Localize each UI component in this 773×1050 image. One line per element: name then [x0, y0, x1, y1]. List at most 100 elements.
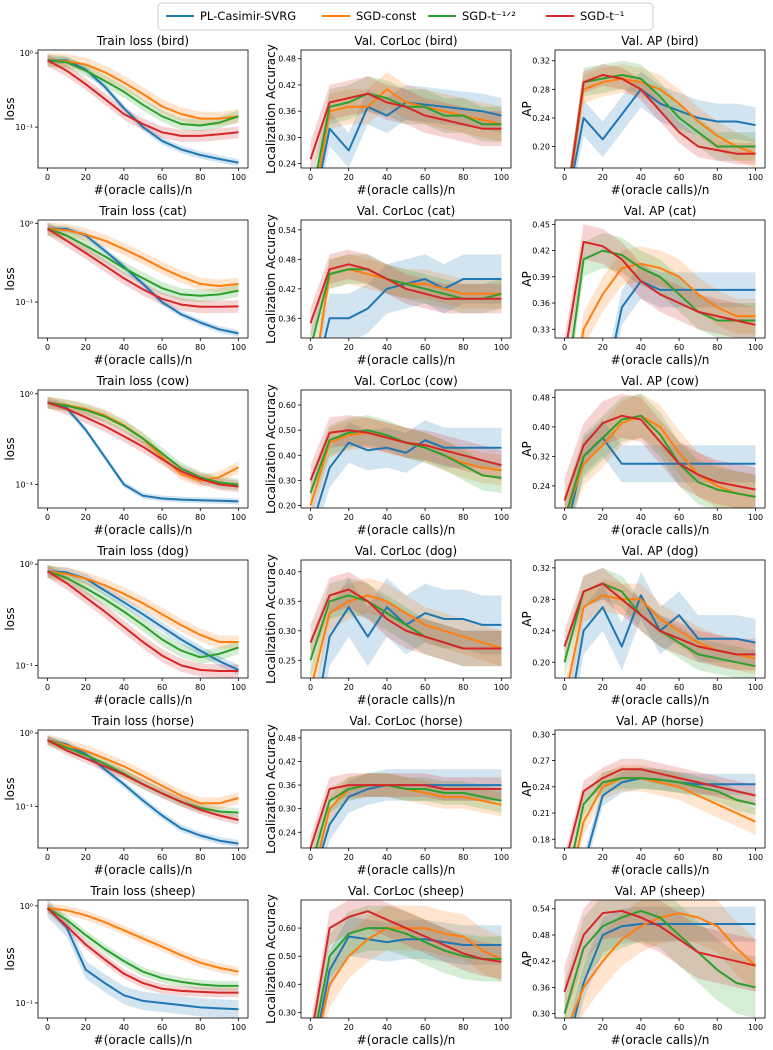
y-tick-label: 0.20 — [278, 501, 296, 510]
x-tick-label: 40 — [636, 683, 646, 692]
x-tick-label: 0 — [562, 173, 567, 182]
x-tick-label: 100 — [494, 1023, 509, 1032]
subplot-6: 0 20 40 60 80 100 10⁻¹ 10⁰ Train loss (cow) #(ora… — [3, 374, 249, 537]
series-line-sgd-t-1-2 — [46, 907, 239, 987]
band-sgd-t-1 — [47, 396, 239, 493]
y-axis-label: Localization Accuracy — [264, 724, 278, 854]
x-tick-label: 80 — [195, 853, 205, 862]
x-tick-label: 80 — [712, 343, 722, 352]
x-axis-label: #(oracle calls)/n — [611, 1033, 710, 1047]
y-tick-label: 0.30 — [278, 1008, 296, 1017]
x-tick-label: 80 — [458, 1023, 468, 1032]
x-tick-label: 0 — [45, 173, 50, 182]
axes-frame — [554, 389, 766, 509]
plot-area — [46, 564, 239, 678]
subplot-title: Train loss (bird) — [96, 34, 189, 48]
plot-area — [46, 222, 239, 337]
x-axis-label: #(oracle calls)/n — [357, 353, 456, 367]
plot-area — [46, 900, 239, 1018]
y-tick-label: 0.24 — [532, 114, 550, 123]
band-sgd-t-1 — [570, 64, 756, 168]
x-tick-label: 100 — [748, 173, 763, 182]
x-axis-label: #(oracle calls)/n — [94, 693, 193, 707]
axes-frame — [37, 559, 249, 679]
band-pl-casimir-svrg — [47, 56, 239, 167]
x-tick-label: 60 — [420, 1023, 430, 1032]
x-tick-label: 20 — [344, 853, 354, 862]
subplot-1: 0 20 40 60 80 100 0.24 0.30 0.36 0.42 0.48 Val. Cor… — [264, 34, 512, 197]
series-line-sgd-const — [47, 227, 239, 287]
y-tick-label: 0.39 — [532, 273, 550, 282]
series-line-sgd-t-1 — [46, 907, 239, 994]
x-tick-label: 0 — [562, 683, 567, 692]
x-tick-label: 20 — [81, 173, 91, 182]
subplot-title: Train loss (dog) — [96, 544, 189, 558]
x-tick-label: 60 — [420, 683, 430, 692]
series-line-sgd-const — [47, 570, 239, 643]
y-axis-label: AP — [520, 101, 534, 116]
x-tick-label: 0 — [45, 1023, 50, 1032]
x-tick-label: 20 — [598, 1023, 608, 1032]
series-line-sgd-t-1-2 — [570, 74, 756, 168]
band-sgd-t-1-2 — [313, 76, 502, 168]
subplot-title: Train loss (horse) — [91, 714, 194, 728]
band-sgd-const — [47, 53, 239, 126]
x-axis-label: #(oracle calls)/n — [611, 353, 710, 367]
axes-frame — [300, 389, 512, 509]
y-tick-label: 0.60 — [278, 924, 296, 933]
series-line-pl-casimir-svrg — [46, 907, 239, 1011]
axes-frame — [37, 49, 249, 169]
band-sgd-t-1 — [47, 903, 239, 998]
y-tick-label: 10⁰ — [20, 390, 33, 399]
series-line-sgd-t-1 — [563, 909, 756, 993]
x-tick-label: 20 — [598, 513, 608, 522]
subplot-title: Val. CorLoc (cow) — [354, 374, 458, 388]
y-tick-label: 0.42 — [278, 285, 296, 294]
y-axis-label: loss — [3, 97, 17, 120]
x-axis-label: #(oracle calls)/n — [611, 863, 710, 877]
band-sgd-const — [310, 417, 502, 508]
band-sgd-t-1-2 — [310, 577, 502, 678]
band-sgd-t-1-2 — [571, 767, 756, 848]
x-tick-label: 60 — [674, 853, 684, 862]
x-tick-label: 20 — [598, 683, 608, 692]
subplot-title: Val. AP (bird) — [621, 34, 699, 48]
subplot-3: 0 20 40 60 80 100 10⁻¹ 10⁰ Train loss (cat) #(ora… — [3, 204, 249, 367]
x-tick-label: 100 — [748, 1023, 763, 1032]
band-sgd-t-1 — [47, 564, 239, 678]
y-tick-label: 0.28 — [532, 85, 550, 94]
band-pl-casimir-svrg — [585, 767, 756, 848]
y-tick-label: 0.45 — [532, 220, 550, 229]
x-tick-label: 60 — [157, 683, 167, 692]
x-tick-label: 40 — [119, 343, 129, 352]
band-sgd-t-1-2 — [313, 905, 502, 1018]
band-sgd-t-1-2 — [310, 254, 502, 338]
x-tick-label: 60 — [674, 683, 684, 692]
series-line-sgd-t-1 — [563, 414, 756, 501]
band-sgd-t-1-2 — [570, 233, 756, 338]
plot-area — [309, 769, 502, 848]
y-axis-label: loss — [3, 947, 17, 970]
y-tick-label: 10⁰ — [20, 560, 33, 569]
axes-frame — [300, 559, 512, 679]
subplot-8: 0 20 40 60 80 100 0.24 0.32 0.40 0.48 Val. AP (cow… — [520, 374, 766, 537]
series-line-pl-casimir-svrg — [47, 59, 239, 164]
series-line-pl-casimir-svrg — [316, 439, 502, 508]
series-line-sgd-t-1-2 — [563, 909, 756, 1014]
series-line-sgd-const — [567, 414, 756, 508]
x-tick-label: 40 — [119, 683, 129, 692]
band-pl-casimir-svrg — [318, 85, 502, 168]
axes-frame — [554, 49, 766, 169]
y-tick-label: 0.48 — [532, 393, 550, 402]
subplot-title: Val. CorLoc (dog) — [355, 544, 457, 558]
x-tick-label: 80 — [712, 683, 722, 692]
x-tick-label: 100 — [231, 683, 246, 692]
plot-area — [563, 393, 756, 508]
x-tick-label: 40 — [636, 173, 646, 182]
y-tick-label: 0.36 — [278, 781, 296, 790]
x-tick-label: 0 — [45, 513, 50, 522]
series-line-pl-casimir-svrg — [573, 923, 756, 1018]
x-tick-label: 100 — [494, 173, 509, 182]
series-line-sgd-t-1 — [309, 588, 502, 650]
x-tick-label: 60 — [674, 343, 684, 352]
